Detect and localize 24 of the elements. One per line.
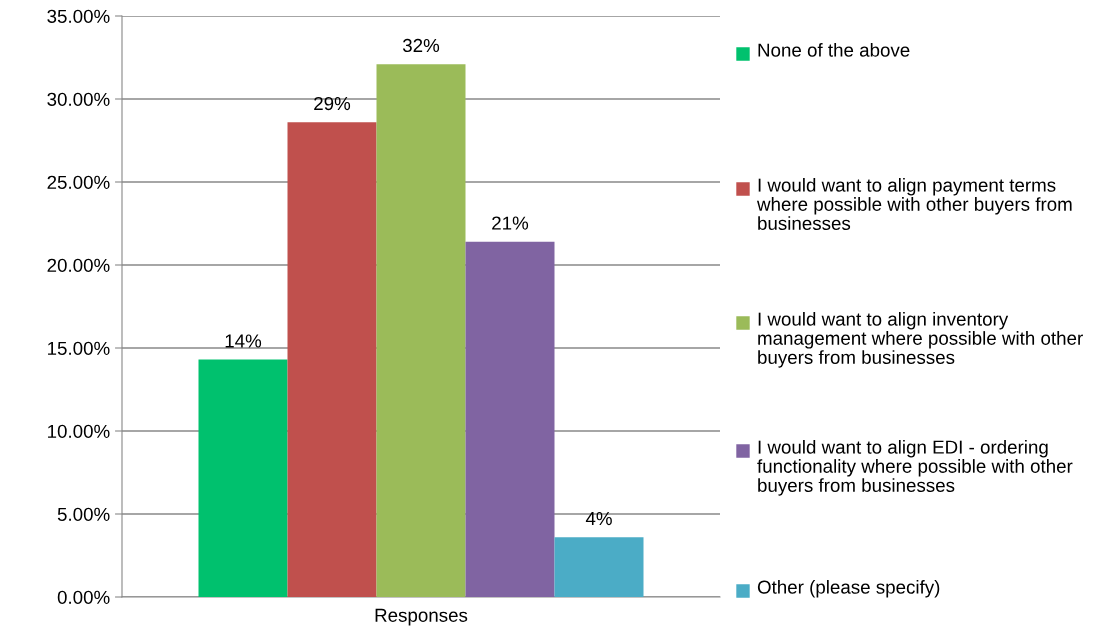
y-tick-label: 35.00% <box>47 9 110 23</box>
y-tick-label: 25.00% <box>47 175 110 189</box>
legend-label: Other (please specify) <box>757 580 940 598</box>
bar <box>287 122 377 597</box>
legend-label: I would want to align EDI - ordering functionality where possible with other buyers from businesses <box>757 440 1073 496</box>
bar <box>376 64 466 597</box>
data-label: 21% <box>492 216 529 230</box>
y-tick-label: 15.00% <box>48 341 110 355</box>
y-tick-label: 5.00% <box>57 507 110 521</box>
data-label: 32% <box>402 38 440 53</box>
y-tick-label: 10.00% <box>48 424 110 438</box>
legend-label: None of the above <box>758 43 910 57</box>
y-tick-label: 20.00% <box>47 258 110 272</box>
bar <box>465 241 555 597</box>
data-label: 29% <box>314 96 351 111</box>
bar <box>198 359 288 597</box>
y-tick-label: 30.00% <box>47 92 110 106</box>
x-tick-label: Responses <box>375 608 468 626</box>
y-tick-label: 0.00% <box>57 590 110 604</box>
bar <box>554 537 644 597</box>
legend-label: I would want to align payment terms where possible with other buyers from businesses <box>756 178 1072 230</box>
data-label: 4% <box>585 512 612 526</box>
legend-label: I would want to align inventory management where possible with other buyers from businesses <box>758 312 1083 368</box>
data-label: 14% <box>225 334 262 348</box>
